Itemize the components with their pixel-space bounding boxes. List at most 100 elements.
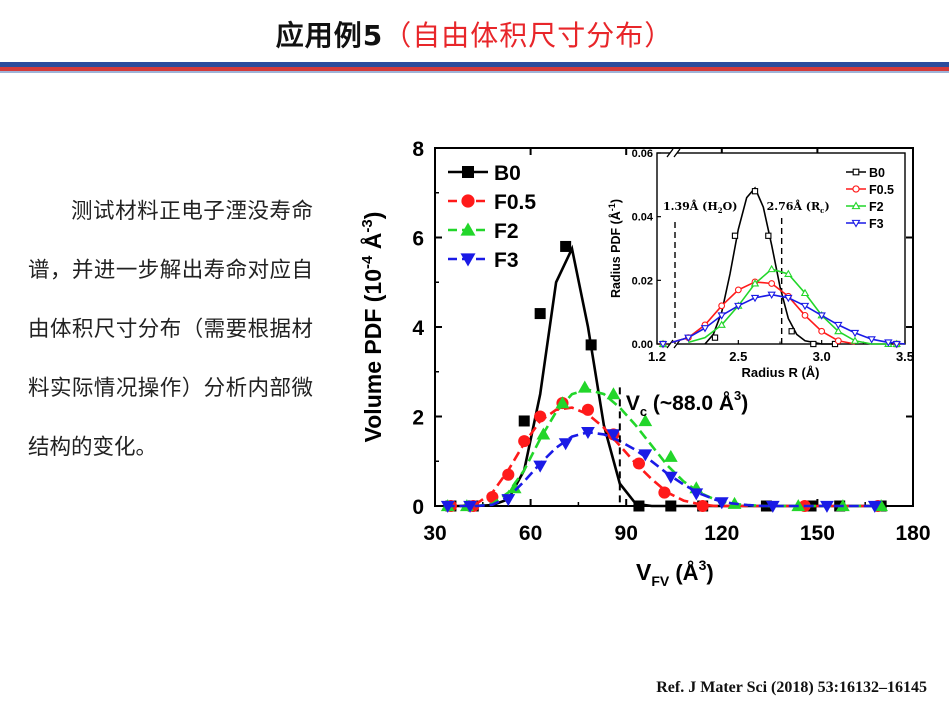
inset-annotation: 1.39Å (H2O)	[663, 199, 737, 215]
inset-data-point-F3	[717, 312, 726, 320]
y-tick-label: 6	[412, 228, 424, 251]
data-point-F0.5	[502, 468, 515, 481]
header-rule-light	[0, 71, 949, 73]
axis-break-gap	[670, 149, 677, 157]
data-point-B0	[534, 308, 546, 320]
data-point-F0.5	[658, 486, 671, 499]
x-axis-label-main: V	[636, 559, 652, 585]
data-point-F3	[638, 449, 653, 462]
inset-y-axis-label: Radius PDF (Å-1)	[607, 199, 623, 298]
inset-data-point-B0	[810, 340, 817, 348]
inset-y-axis-label-main: Radius PDF (Å	[608, 211, 623, 298]
inset-x-tick-label: 1.2	[648, 349, 666, 364]
inset-legend-marker-B0	[852, 168, 860, 176]
legend-label-F3: F3	[494, 249, 519, 272]
data-point-F0.5	[534, 410, 547, 423]
inset-legend: B0 F0.5 F2 F3	[846, 166, 894, 231]
inset-y-tick-label: 0.04	[632, 212, 654, 224]
axis-break-mark	[666, 339, 674, 349]
data-point-B0	[585, 339, 597, 351]
x-axis-label-close: )	[706, 560, 713, 585]
vc-annotation-main: V	[626, 392, 640, 415]
inset-legend-marker-F3	[851, 219, 861, 228]
legend-marker-F3	[460, 253, 476, 267]
inset-data-point-F3	[884, 339, 893, 347]
vc-annotation-exp: 3	[734, 388, 741, 403]
data-point-F0.5	[581, 403, 595, 416]
legend-label-B0: B0	[494, 162, 521, 185]
inset-plot: 1.2 2.5 3.0 3.5 0.00 0.02 0.04 0.06 Radius R (Å)…	[607, 148, 914, 380]
inset-annotation-sub: c	[820, 206, 824, 215]
y-axis-label: Volume PDF (10-4 Å-3)	[359, 212, 386, 443]
data-point-F3	[440, 500, 455, 513]
inset-x-axis-label: Radius R (Å)	[742, 365, 820, 380]
inset-series-line-B0	[704, 186, 839, 345]
inset-annotation-post: )	[824, 200, 829, 213]
data-point-F3	[463, 500, 477, 513]
inset-data-point-B0	[711, 334, 719, 341]
description-text: 测试材料正电子湮没寿命谱，并进一步解出寿命对应自由体积尺寸分布（需要根据材料实际…	[28, 199, 313, 460]
inset-data-point-F3	[867, 336, 876, 344]
inset-data-point-F0.5	[734, 286, 742, 294]
y-tick-label: 0	[412, 496, 424, 519]
inset-data-point-F0.5	[818, 327, 826, 335]
data-point-F2	[536, 427, 551, 440]
inset-data-point-F2	[850, 336, 860, 344]
inset-data-point-F3	[784, 294, 793, 303]
legend-label-F2: F2	[494, 220, 519, 243]
vc-annotation-close: )	[741, 392, 748, 415]
y-axis-label-exp: -4	[359, 255, 376, 269]
data-point-F0.5	[486, 491, 499, 504]
title-prefix: 应用例5	[275, 19, 384, 52]
reference-text: Ref. J Mater Sci (2018) 53:16132–16145	[656, 679, 927, 696]
data-point-F3	[867, 500, 882, 513]
inset-annotation-pre: 1.39Å (H	[663, 199, 718, 213]
axis-break-mark	[673, 148, 681, 158]
inset-y-tick-label: 0.00	[632, 339, 653, 351]
data-point-F0.5	[696, 499, 709, 513]
axis-break-mark	[673, 339, 681, 349]
data-point-F2	[606, 387, 621, 400]
legend-marker-F0.5	[461, 194, 475, 208]
inset-data-point-F3	[750, 294, 760, 303]
inset-data-point-F2	[717, 320, 726, 328]
title-accent: 自由体积尺寸分布	[412, 19, 645, 52]
data-point-F2	[555, 396, 570, 409]
inset-legend-label-F3: F3	[869, 217, 884, 231]
data-point-B0	[633, 500, 645, 512]
inset-data-point-F3	[684, 334, 693, 342]
vc-annotation-sub: c	[640, 404, 647, 419]
x-axis-label: VFV (Å3)	[636, 557, 714, 589]
data-point-F3	[663, 471, 678, 484]
legend-marker-F2	[460, 222, 476, 236]
inset-data-point-F3	[817, 312, 826, 320]
x-tick-label: 150	[800, 522, 835, 545]
inset-baseline-point-F3	[892, 341, 901, 349]
x-axis-label-exp: 3	[699, 557, 707, 573]
y-axis-label-unit: Å	[359, 233, 386, 256]
inset-data-point-F2	[800, 288, 810, 297]
inset-legend-label-B0: B0	[869, 166, 885, 180]
series-line-F2	[444, 388, 875, 508]
data-point-F3	[581, 427, 595, 440]
inset-data-point-F0.5	[718, 302, 726, 310]
vc-annotation-value: (~88.0 Å	[647, 391, 734, 415]
data-point-F3	[765, 500, 780, 513]
data-point-F2	[577, 380, 592, 393]
y-tick-label: 8	[412, 138, 424, 161]
data-point-F2	[507, 481, 522, 494]
axis-break-mark	[666, 148, 674, 158]
y-axis-label-close: )	[360, 212, 386, 220]
data-point-F3	[714, 497, 729, 510]
inset-data-point-F3	[800, 302, 810, 311]
header-rule-red	[0, 67, 949, 71]
inset-legend-marker-F0.5	[852, 185, 860, 193]
inset-baseline-point-F3	[658, 341, 668, 349]
x-tick-label: 180	[895, 522, 930, 545]
inset-data-point-F2	[750, 279, 760, 287]
title-close-paren: ）	[644, 19, 674, 52]
data-point-F3	[533, 460, 548, 473]
inset-x-tick-label: 3.0	[813, 349, 831, 364]
data-point-F0.5	[518, 435, 531, 448]
